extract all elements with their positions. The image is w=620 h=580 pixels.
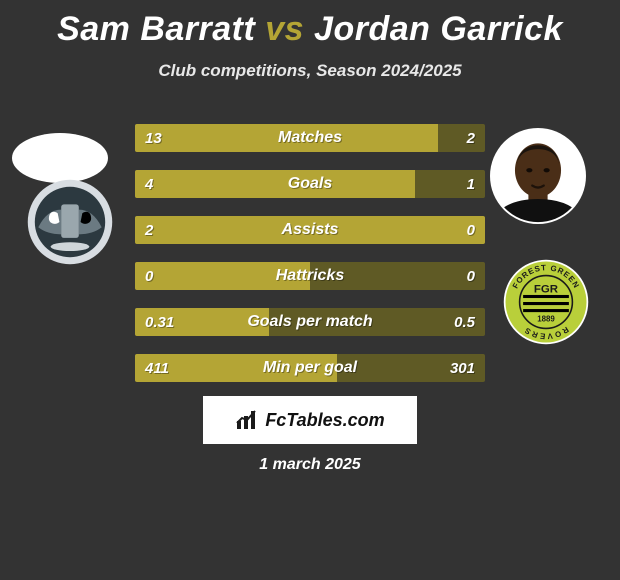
comparison-title: Sam Barratt vs Jordan Garrick xyxy=(0,0,620,49)
brand-text: FcTables.com xyxy=(265,410,384,431)
stat-row: 00Hattricks xyxy=(135,262,485,290)
stat-label: Matches xyxy=(135,129,485,147)
title-player1: Sam Barratt xyxy=(57,10,255,48)
club-badge-right-icon: FOREST GREEN ROVERS FGR 1889 xyxy=(502,258,590,346)
brand-box: FcTables.com xyxy=(203,396,417,444)
stat-bars: 132Matches 41Goals 20Assists 00Hattricks 0.3… xyxy=(135,124,485,400)
stat-row: 132Matches xyxy=(135,124,485,152)
title-player2: Jordan Garrick xyxy=(314,10,563,48)
stat-row: 20Assists xyxy=(135,216,485,244)
stat-row: 0.310.5Goals per match xyxy=(135,308,485,336)
stat-label: Goals xyxy=(135,175,485,193)
stat-label: Min per goal xyxy=(135,359,485,377)
player-avatar-left xyxy=(12,133,108,183)
title-vs: vs xyxy=(265,10,304,48)
stat-label: Goals per match xyxy=(135,313,485,331)
player-avatar-right xyxy=(490,128,586,224)
stat-label: Assists xyxy=(135,221,485,239)
date-text: 1 march 2025 xyxy=(0,456,620,474)
club-badge-right: FOREST GREEN ROVERS FGR 1889 xyxy=(502,258,590,346)
badge-right-center-text: FGR xyxy=(534,283,559,295)
brand-chart-icon xyxy=(235,409,261,431)
stat-label: Hattricks xyxy=(135,267,485,285)
club-badge-left xyxy=(26,178,114,266)
comparison-subtitle: Club competitions, Season 2024/2025 xyxy=(0,61,620,81)
stat-row: 41Goals xyxy=(135,170,485,198)
player-photo-right-icon xyxy=(490,128,586,224)
stat-row: 411301Min per goal xyxy=(135,354,485,382)
badge-right-year-text: 1889 xyxy=(537,314,555,323)
club-badge-left-icon xyxy=(26,178,114,266)
